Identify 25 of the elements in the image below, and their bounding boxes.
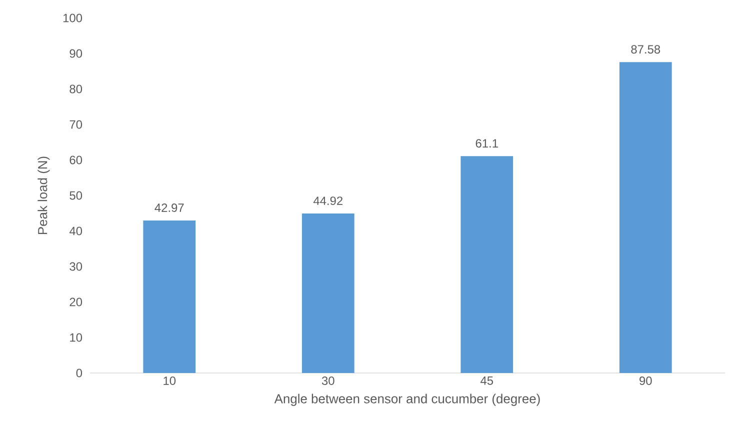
x-tick-label: 90 [640,376,652,385]
data-label: 44.92 [313,196,342,206]
x-tick-label: 10 [164,376,176,385]
y-tick-label: 0 [76,368,82,378]
y-tick-label: 30 [70,262,82,271]
y-tick-label: 100 [63,14,82,22]
y-tick-label: 80 [70,84,82,94]
bar [460,156,514,373]
data-label: 61.1 [476,139,498,148]
data-label: 87.58 [631,45,660,54]
y-tick-label: 20 [70,298,82,306]
x-tick-label: 45 [480,376,494,385]
y-tick-label: 40 [69,226,82,236]
data-label: 42.97 [154,203,184,212]
bar [302,214,354,373]
y-tick-label: 70 [70,120,82,129]
y-tick-label: 60 [70,156,82,164]
bar [619,62,672,373]
bar [143,220,196,373]
x-tick-label: 30 [322,376,334,385]
y-tick-label: 10 [70,333,82,342]
y-tick-label: 50 [70,191,82,200]
y-tick-label: 90 [70,49,82,58]
x-axis-title: Angle between sensor and cucumber (degree) [274,394,540,406]
y-axis-title: Peak load (N) [38,156,50,234]
